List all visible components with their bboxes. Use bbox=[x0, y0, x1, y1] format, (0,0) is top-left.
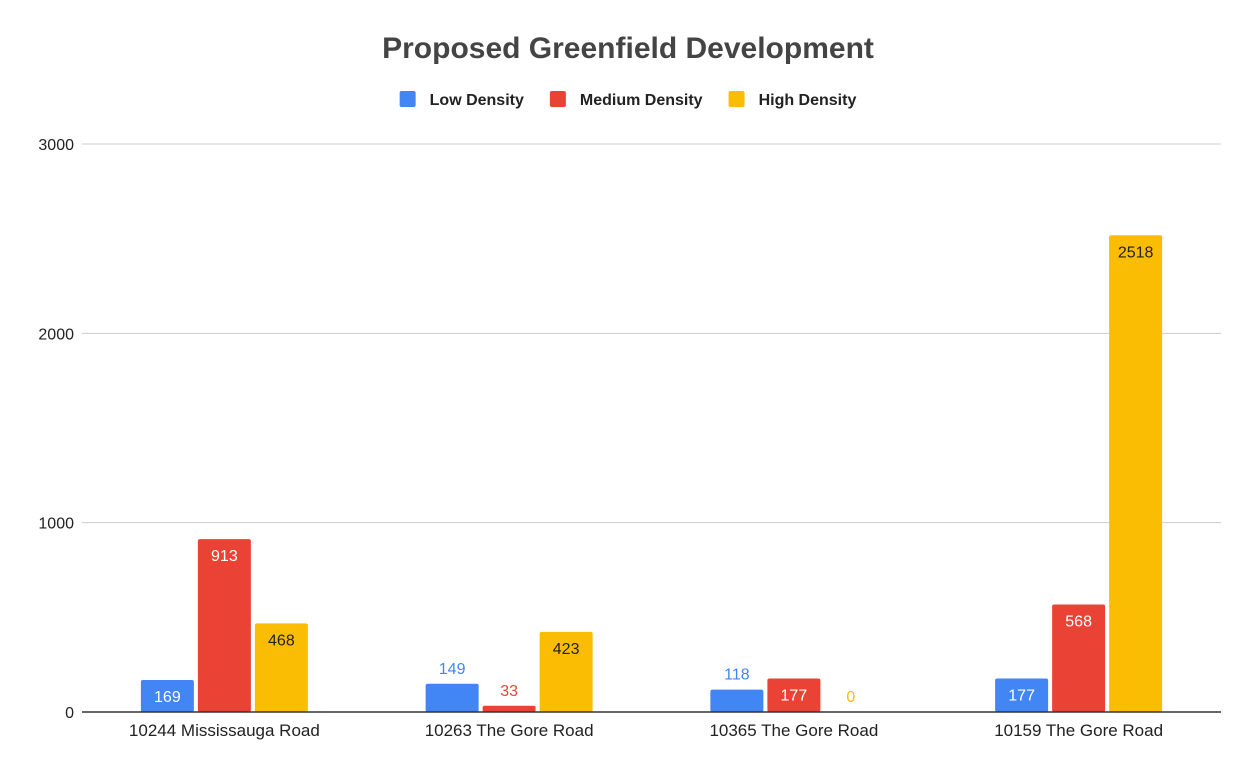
bar-data-label: 149 bbox=[439, 661, 466, 678]
bar-data-label: 33 bbox=[500, 683, 518, 700]
bar-medium-density bbox=[1052, 604, 1106, 712]
x-tick-label: 10365 The Gore Road bbox=[709, 721, 878, 740]
bar-low-density bbox=[995, 678, 1049, 712]
bar-data-label: 0 bbox=[846, 689, 855, 706]
y-axis-ticks: 0 1000 2000 3000 bbox=[38, 137, 74, 722]
gridlines bbox=[82, 143, 1221, 524]
bar-data-label: 468 bbox=[268, 632, 295, 649]
bar-data-label: 2518 bbox=[1118, 244, 1154, 261]
bar-medium-density bbox=[197, 539, 251, 712]
y-tick-label: 1000 bbox=[38, 516, 74, 533]
bar-data-label: 169 bbox=[154, 689, 181, 706]
bar-low-density bbox=[710, 689, 764, 712]
legend-label: Low Density bbox=[430, 92, 524, 109]
legend-swatch bbox=[399, 91, 416, 107]
x-tick-label: 10244 Mississauga Road bbox=[129, 721, 320, 740]
bar-data-label: 913 bbox=[211, 548, 238, 565]
legend-label: High Density bbox=[759, 92, 857, 109]
legend-label: Medium Density bbox=[580, 92, 703, 109]
bar-low-density bbox=[425, 683, 479, 712]
bars bbox=[140, 235, 1163, 712]
x-tick-label: 10263 The Gore Road bbox=[425, 721, 594, 740]
bar-high-density bbox=[254, 623, 308, 712]
y-tick-label: 3000 bbox=[38, 137, 74, 154]
x-axis-category-labels: 10244 Mississauga Road 10263 The Gore Roa… bbox=[129, 721, 1163, 740]
x-tick-label: 10159 The Gore Road bbox=[994, 721, 1163, 740]
bar-medium-density bbox=[482, 705, 536, 712]
legend-item: High Density bbox=[728, 91, 857, 109]
bar-medium-density bbox=[767, 678, 821, 712]
bar-high-density bbox=[1109, 235, 1163, 712]
chart-legend: Low Density Medium Density High Density bbox=[399, 91, 857, 109]
bar-data-label: 177 bbox=[781, 687, 808, 704]
bar-data-label: 118 bbox=[724, 667, 750, 684]
bar-data-label: 568 bbox=[1065, 613, 1092, 630]
legend-swatch bbox=[549, 91, 566, 107]
bar-data-label: 423 bbox=[553, 641, 580, 658]
bar-data-label: 177 bbox=[1008, 687, 1035, 704]
y-tick-label: 2000 bbox=[38, 326, 74, 343]
legend-swatch bbox=[728, 91, 745, 107]
chart-title: Proposed Greenfield Development bbox=[382, 32, 874, 65]
bar-high-density bbox=[539, 631, 593, 712]
bar-data-labels: 169 913 468 149 33 423 118 177 0 177 568 2518 bbox=[154, 244, 1154, 706]
legend-item: Low Density bbox=[399, 91, 524, 109]
bar-low-density bbox=[140, 680, 194, 712]
legend-item: Medium Density bbox=[549, 91, 703, 109]
y-tick-label: 0 bbox=[65, 705, 74, 722]
